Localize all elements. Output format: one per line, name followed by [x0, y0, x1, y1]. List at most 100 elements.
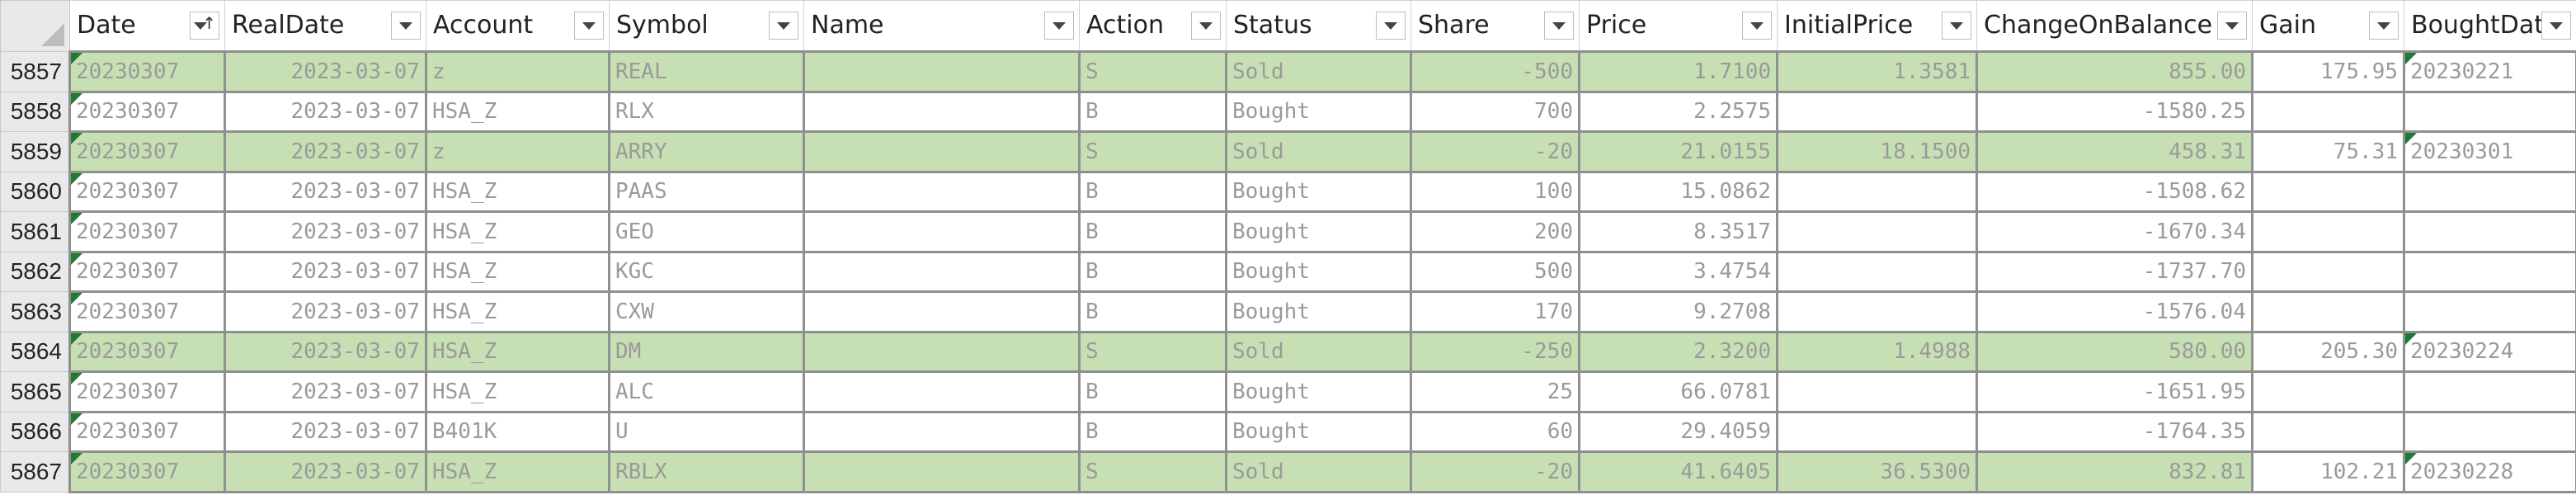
column-header-share[interactable]: Share	[1410, 0, 1580, 53]
cell-account[interactable]: HSA_Z	[425, 90, 610, 133]
filter-dropdown-button[interactable]	[2541, 12, 2571, 40]
cell-symbol[interactable]: RBLX	[608, 450, 805, 493]
cell-gain[interactable]	[2251, 410, 2405, 453]
cell-price[interactable]: 1.7100	[1578, 50, 1778, 93]
cell-initialprice[interactable]: 1.4988	[1776, 330, 1978, 373]
cell-action[interactable]: B	[1078, 170, 1227, 213]
cell-boughtdate[interactable]: 20230224	[2403, 330, 2576, 373]
column-header-changeonbalance[interactable]: ChangeOnBalance	[1976, 0, 2253, 53]
row-number[interactable]: 5863	[0, 291, 70, 332]
filter-dropdown-button[interactable]	[1742, 12, 1772, 40]
cell-price[interactable]: 3.4754	[1578, 250, 1778, 293]
column-header-date[interactable]: Date ↑	[69, 0, 225, 53]
cell-price[interactable]: 29.4059	[1578, 410, 1778, 453]
cell-changeonbalance[interactable]: -1737.70	[1976, 250, 2253, 293]
cell-boughtdate[interactable]	[2403, 210, 2576, 253]
cell-symbol[interactable]: PAAS	[608, 170, 805, 213]
cell-action[interactable]: B	[1078, 210, 1227, 253]
cell-status[interactable]: Bought	[1225, 410, 1412, 453]
cell-price[interactable]: 8.3517	[1578, 210, 1778, 253]
cell-name[interactable]	[803, 90, 1081, 133]
cell-changeonbalance[interactable]: -1580.25	[1976, 90, 2253, 133]
cell-name[interactable]	[803, 130, 1081, 173]
cell-date[interactable]: 20230307	[68, 330, 226, 373]
cell-status[interactable]: Bought	[1225, 250, 1412, 293]
cell-initialprice[interactable]	[1776, 370, 1978, 413]
cell-realdate[interactable]: 2023-03-07	[224, 250, 427, 293]
cell-symbol[interactable]: ARRY	[608, 130, 805, 173]
cell-name[interactable]	[803, 370, 1081, 413]
filter-dropdown-button[interactable]	[769, 12, 798, 40]
cell-name[interactable]	[803, 170, 1081, 213]
column-header-initialprice[interactable]: InitialPrice	[1777, 0, 1977, 53]
cell-initialprice[interactable]	[1776, 290, 1978, 333]
cell-share[interactable]: 700	[1410, 90, 1580, 133]
cell-gain[interactable]	[2251, 170, 2405, 213]
cell-realdate[interactable]: 2023-03-07	[224, 50, 427, 93]
cell-price[interactable]: 15.0862	[1578, 170, 1778, 213]
cell-status[interactable]: Sold	[1225, 130, 1412, 173]
cell-date[interactable]: 20230307	[68, 210, 226, 253]
cell-account[interactable]: z	[425, 50, 610, 93]
cell-account[interactable]: z	[425, 130, 610, 173]
cell-date[interactable]: 20230307	[68, 290, 226, 333]
cell-action[interactable]: S	[1078, 50, 1227, 93]
cell-gain[interactable]	[2251, 90, 2405, 133]
row-number[interactable]: 5860	[0, 171, 70, 212]
row-number[interactable]: 5864	[0, 331, 70, 372]
cell-boughtdate[interactable]: 20230301	[2403, 130, 2576, 173]
cell-boughtdate[interactable]	[2403, 250, 2576, 293]
cell-date[interactable]: 20230307	[68, 170, 226, 213]
cell-realdate[interactable]: 2023-03-07	[224, 450, 427, 493]
cell-changeonbalance[interactable]: 458.31	[1976, 130, 2253, 173]
cell-boughtdate[interactable]	[2403, 370, 2576, 413]
cell-gain[interactable]: 102.21	[2251, 450, 2405, 493]
cell-changeonbalance[interactable]: -1576.04	[1976, 290, 2253, 333]
cell-gain[interactable]: 205.30	[2251, 330, 2405, 373]
cell-account[interactable]: HSA_Z	[425, 290, 610, 333]
cell-changeonbalance[interactable]: -1764.35	[1976, 410, 2253, 453]
cell-boughtdate[interactable]	[2403, 410, 2576, 453]
cell-share[interactable]: 200	[1410, 210, 1580, 253]
select-all-corner[interactable]	[0, 0, 70, 52]
cell-date[interactable]: 20230307	[68, 450, 226, 493]
column-header-price[interactable]: Price	[1579, 0, 1778, 53]
column-header-boughtdate[interactable]: BoughtDate	[2404, 0, 2576, 53]
cell-symbol[interactable]: DM	[608, 330, 805, 373]
cell-realdate[interactable]: 2023-03-07	[224, 370, 427, 413]
cell-account[interactable]: HSA_Z	[425, 170, 610, 213]
column-header-realdate[interactable]: RealDate	[224, 0, 426, 53]
cell-action[interactable]: B	[1078, 290, 1227, 333]
column-header-action[interactable]: Action	[1079, 0, 1227, 53]
row-number[interactable]: 5866	[0, 411, 70, 452]
cell-name[interactable]	[803, 410, 1081, 453]
row-number[interactable]: 5865	[0, 371, 70, 412]
cell-status[interactable]: Bought	[1225, 210, 1412, 253]
filter-dropdown-button[interactable]	[1044, 12, 1074, 40]
cell-initialprice[interactable]	[1776, 210, 1978, 253]
cell-action[interactable]: B	[1078, 370, 1227, 413]
cell-changeonbalance[interactable]: -1670.34	[1976, 210, 2253, 253]
column-header-gain[interactable]: Gain	[2252, 0, 2404, 53]
cell-date[interactable]: 20230307	[68, 370, 226, 413]
cell-initialprice[interactable]	[1776, 410, 1978, 453]
cell-realdate[interactable]: 2023-03-07	[224, 90, 427, 133]
cell-date[interactable]: 20230307	[68, 410, 226, 453]
cell-realdate[interactable]: 2023-03-07	[224, 410, 427, 453]
filter-dropdown-button[interactable]	[2369, 12, 2399, 40]
cell-initialprice[interactable]: 18.1500	[1776, 130, 1978, 173]
cell-symbol[interactable]: RLX	[608, 90, 805, 133]
row-number[interactable]: 5867	[0, 451, 70, 493]
cell-initialprice[interactable]	[1776, 250, 1978, 293]
row-number[interactable]: 5858	[0, 91, 70, 132]
cell-action[interactable]: B	[1078, 410, 1227, 453]
row-number[interactable]: 5861	[0, 211, 70, 252]
select-all-icon[interactable]	[41, 23, 64, 46]
row-number[interactable]: 5859	[0, 131, 70, 172]
cell-name[interactable]	[803, 290, 1081, 333]
cell-changeonbalance[interactable]: -1508.62	[1976, 170, 2253, 213]
cell-price[interactable]: 66.0781	[1578, 370, 1778, 413]
cell-share[interactable]: -500	[1410, 50, 1580, 93]
cell-action[interactable]: B	[1078, 90, 1227, 133]
cell-account[interactable]: B401K	[425, 410, 610, 453]
